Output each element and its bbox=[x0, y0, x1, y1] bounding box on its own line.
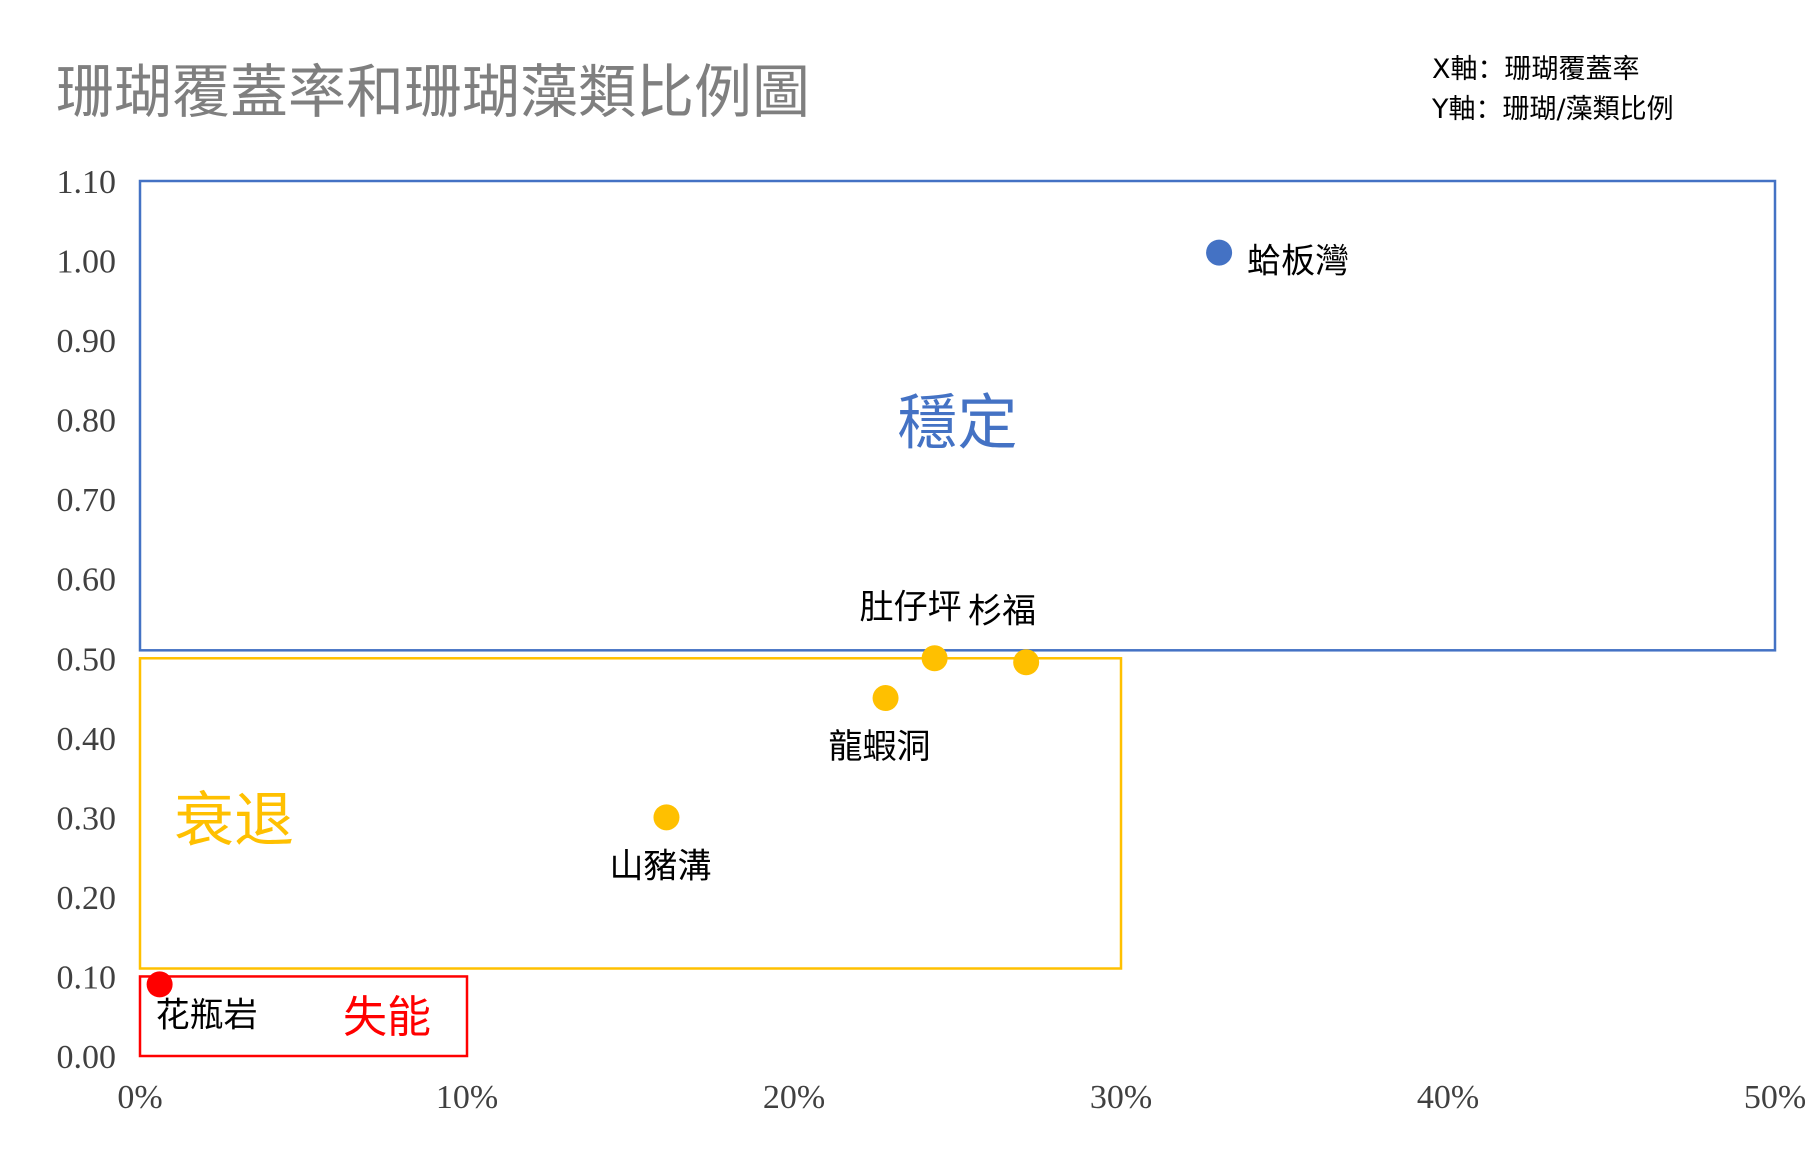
axis-legend-y: Y軸：珊瑚/藻類比例 bbox=[1431, 94, 1674, 125]
y-tick-label: 0.00 bbox=[57, 1039, 117, 1076]
x-tick-label: 40% bbox=[1417, 1079, 1479, 1116]
x-tick-label: 50% bbox=[1744, 1079, 1806, 1116]
data-point bbox=[146, 971, 173, 998]
axis-legend-x: X軸：珊瑚覆蓋率 bbox=[1432, 54, 1640, 85]
x-tick-label: 20% bbox=[763, 1079, 825, 1116]
data-label: 蛤板灣 bbox=[1247, 242, 1349, 282]
y-tick-label: 0.10 bbox=[57, 959, 117, 996]
data-label: 花瓶岩 bbox=[156, 995, 258, 1035]
data-point bbox=[872, 685, 899, 712]
y-tick-label: 0.20 bbox=[57, 880, 117, 917]
y-tick-label: 0.40 bbox=[57, 721, 117, 758]
data-point bbox=[653, 804, 680, 831]
y-axis-ticks: 0.00 0.10 0.20 0.30 0.40 0.50 0.60 0.70 0.80 0.90… bbox=[57, 164, 117, 1076]
y-tick-label: 0.90 bbox=[57, 323, 117, 360]
data-label: 龍蝦洞 bbox=[829, 727, 931, 767]
data-point bbox=[921, 645, 948, 672]
chart-title: 珊瑚覆蓋率和珊瑚藻類比例圖 bbox=[56, 60, 810, 125]
y-tick-label: 1.10 bbox=[57, 164, 117, 201]
y-tick-label: 0.80 bbox=[57, 403, 117, 440]
data-point bbox=[1013, 649, 1040, 676]
axis-legend: X軸：珊瑚覆蓋率 Y軸：珊瑚/藻類比例 bbox=[1431, 54, 1674, 125]
region-box bbox=[138, 975, 469, 1058]
data-point bbox=[1206, 239, 1233, 266]
data-label: 杉福 bbox=[968, 591, 1036, 631]
y-tick-label: 1.00 bbox=[57, 244, 117, 281]
region-label: 失能 bbox=[343, 992, 431, 1043]
x-tick-label: 0% bbox=[117, 1079, 162, 1116]
y-tick-label: 0.30 bbox=[57, 800, 117, 837]
region-label: 衰退 bbox=[174, 786, 294, 856]
data-label: 山豬溝 bbox=[609, 846, 711, 886]
x-axis-ticks: 0% 10% 20% 30% 40% 50% bbox=[117, 1079, 1806, 1116]
region-box bbox=[138, 657, 1123, 970]
region-box bbox=[138, 179, 1777, 652]
y-tick-label: 0.70 bbox=[57, 482, 117, 519]
x-tick-label: 30% bbox=[1090, 1079, 1152, 1116]
y-tick-label: 0.50 bbox=[57, 641, 117, 678]
y-tick-label: 0.60 bbox=[57, 562, 117, 599]
x-tick-label: 10% bbox=[436, 1079, 498, 1116]
data-label: 肚仔坪 bbox=[860, 587, 962, 627]
data-points bbox=[146, 239, 1233, 998]
region-label: 穩定 bbox=[898, 389, 1018, 459]
